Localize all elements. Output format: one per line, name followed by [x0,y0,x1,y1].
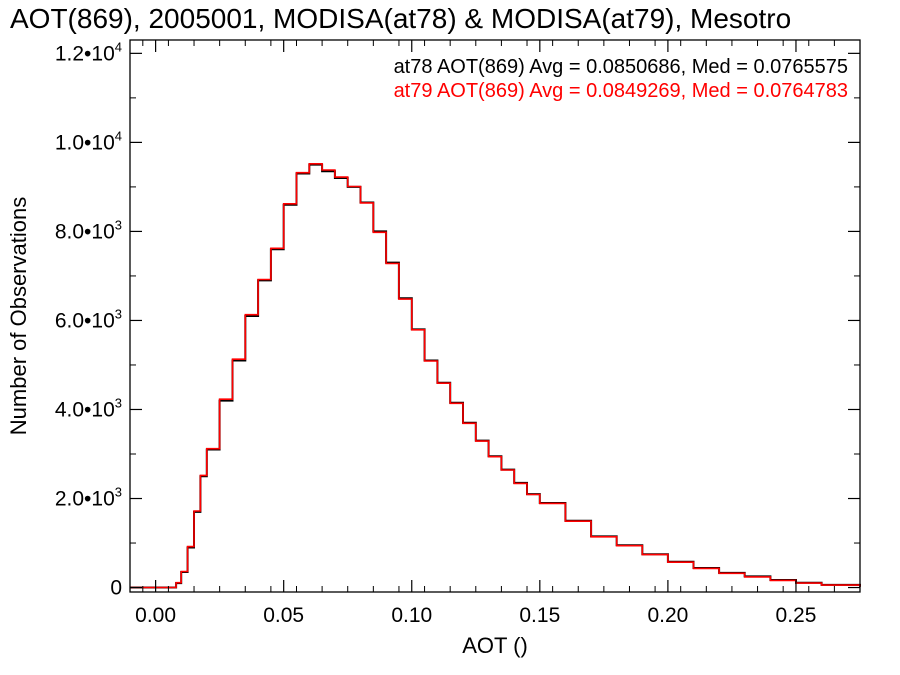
x-tick-label: 0.10 [391,604,432,627]
plot-frame [129,39,861,593]
y-tick-label: 1.2•104 [55,39,122,65]
x-axis-ticks: 0.00 0.05 0.10 0.15 0.20 0.25 [135,40,835,627]
y-tick-label: 4.0•103 [55,395,122,421]
series-line-at78 [130,163,861,589]
y-tick-label: 8.0•103 [55,217,122,243]
y-axis-ticks: 0 2.0•103 4.0•103 6.0•103 8.0•103 1.0•104 1.2•… [55,39,860,600]
y-axis-label: Number of Observations [6,197,31,435]
series-line-at79 [130,163,861,589]
chart-title: AOT(869), 2005001, MODISA(at78) & MODISA… [10,3,791,34]
y-tick-label: 6.0•103 [55,306,122,332]
x-axis-label: AOT () [462,633,528,658]
x-tick-label: 0.20 [647,604,688,627]
x-tick-label: 0.15 [519,604,560,627]
legend-at78: at78 AOT(869) Avg = 0.0850686, Med = 0.0… [394,56,848,78]
y-tick-label: 2.0•103 [55,485,122,511]
y-tick-label: 0 [110,577,122,600]
x-tick-label: 0.00 [135,604,176,627]
series-layer [130,163,861,589]
x-tick-label: 0.05 [263,604,304,627]
y-tick-label: 1.0•104 [55,128,122,154]
x-tick-label: 0.25 [776,604,817,627]
legend-at79: at79 AOT(869) Avg = 0.0849269, Med = 0.0… [394,80,848,102]
